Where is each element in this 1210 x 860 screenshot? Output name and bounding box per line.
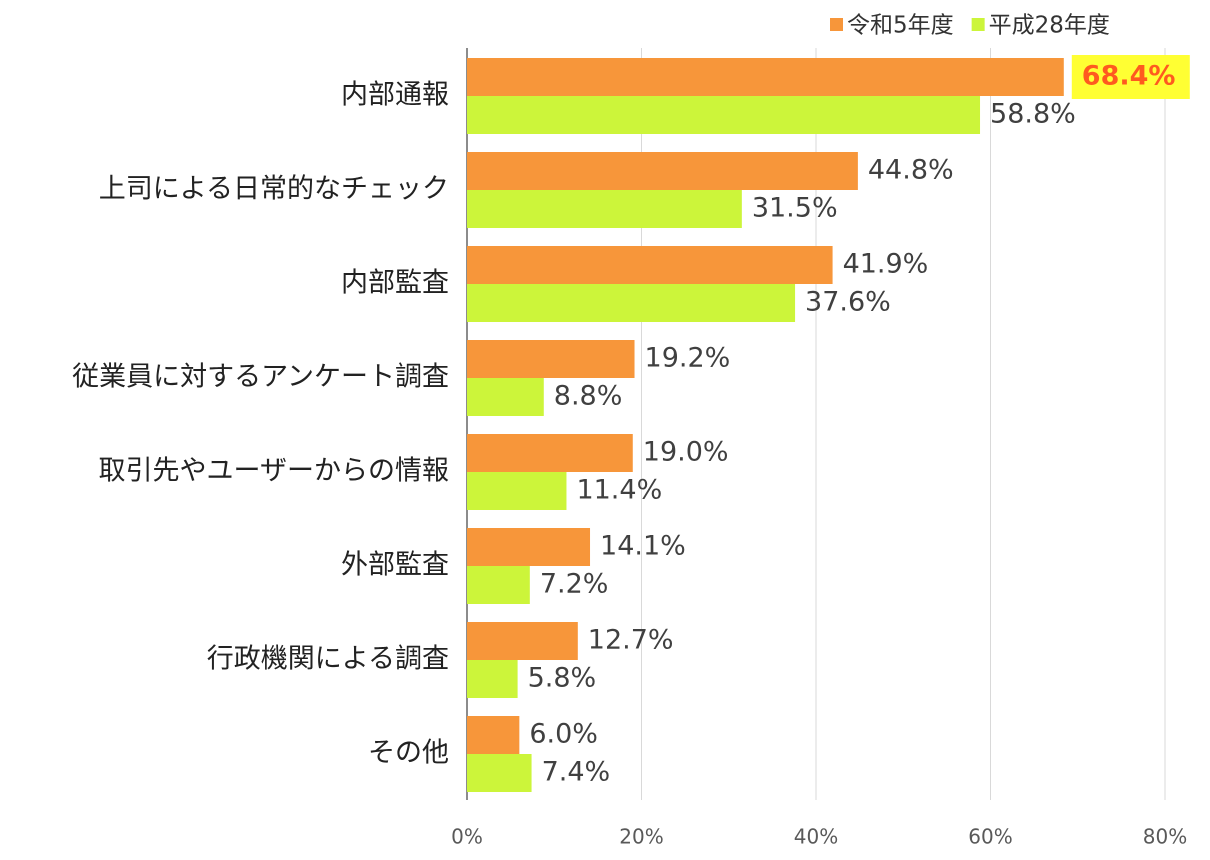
- x-tick-label: 40%: [794, 825, 838, 849]
- value-label: 14.1%: [600, 531, 686, 562]
- legend-swatch: [830, 18, 843, 31]
- value-label: 68.4%: [1082, 61, 1176, 92]
- bar: [467, 246, 833, 284]
- bar: [467, 434, 633, 472]
- label-highlight: [1071, 55, 1190, 99]
- value-label: 8.8%: [554, 381, 623, 412]
- value-label: 11.4%: [576, 475, 662, 506]
- category-label: 外部監査: [341, 550, 449, 581]
- value-label: 58.8%: [990, 99, 1076, 130]
- bar: [467, 340, 635, 378]
- value-label: 31.5%: [752, 193, 838, 224]
- category-label: その他: [368, 738, 449, 769]
- bar: [467, 754, 532, 792]
- category-label: 内部通報: [341, 80, 449, 111]
- value-label: 7.2%: [540, 569, 609, 600]
- value-label: 19.2%: [645, 343, 731, 374]
- legend-label: 令和5年度: [847, 13, 954, 39]
- bar: [467, 472, 567, 510]
- value-label: 7.4%: [542, 757, 611, 788]
- category-label: 行政機関による調査: [207, 644, 449, 675]
- value-label: 41.9%: [843, 249, 929, 280]
- category-label: 取引先やユーザーからの情報: [99, 456, 449, 487]
- category-label: 内部監査: [341, 268, 449, 299]
- value-label: 12.7%: [588, 625, 674, 656]
- bar: [467, 622, 578, 660]
- bar: [467, 528, 591, 566]
- x-tick-label: 60%: [968, 825, 1012, 849]
- x-tick-label: 80%: [1143, 825, 1187, 849]
- value-label: 6.0%: [529, 719, 598, 750]
- bar: [467, 716, 520, 754]
- legend-swatch: [971, 18, 985, 31]
- bar: [467, 190, 742, 228]
- category-label: 従業員に対するアンケート調査: [72, 362, 449, 393]
- x-tick-label: 0%: [451, 825, 483, 849]
- bar: [467, 96, 981, 134]
- value-label: 19.0%: [643, 437, 729, 468]
- bar: [467, 660, 518, 698]
- category-label: 上司による日常的なチェック: [99, 174, 449, 205]
- bar: [467, 284, 796, 322]
- value-label: 37.6%: [805, 287, 891, 318]
- bar: [467, 58, 1064, 96]
- bar: [467, 152, 858, 190]
- bar: [467, 566, 530, 604]
- legend-label: 平成28年度: [989, 13, 1110, 39]
- value-label: 44.8%: [868, 155, 954, 186]
- value-label: 5.8%: [528, 663, 597, 694]
- x-tick-label: 20%: [619, 825, 663, 849]
- bar: [467, 378, 544, 416]
